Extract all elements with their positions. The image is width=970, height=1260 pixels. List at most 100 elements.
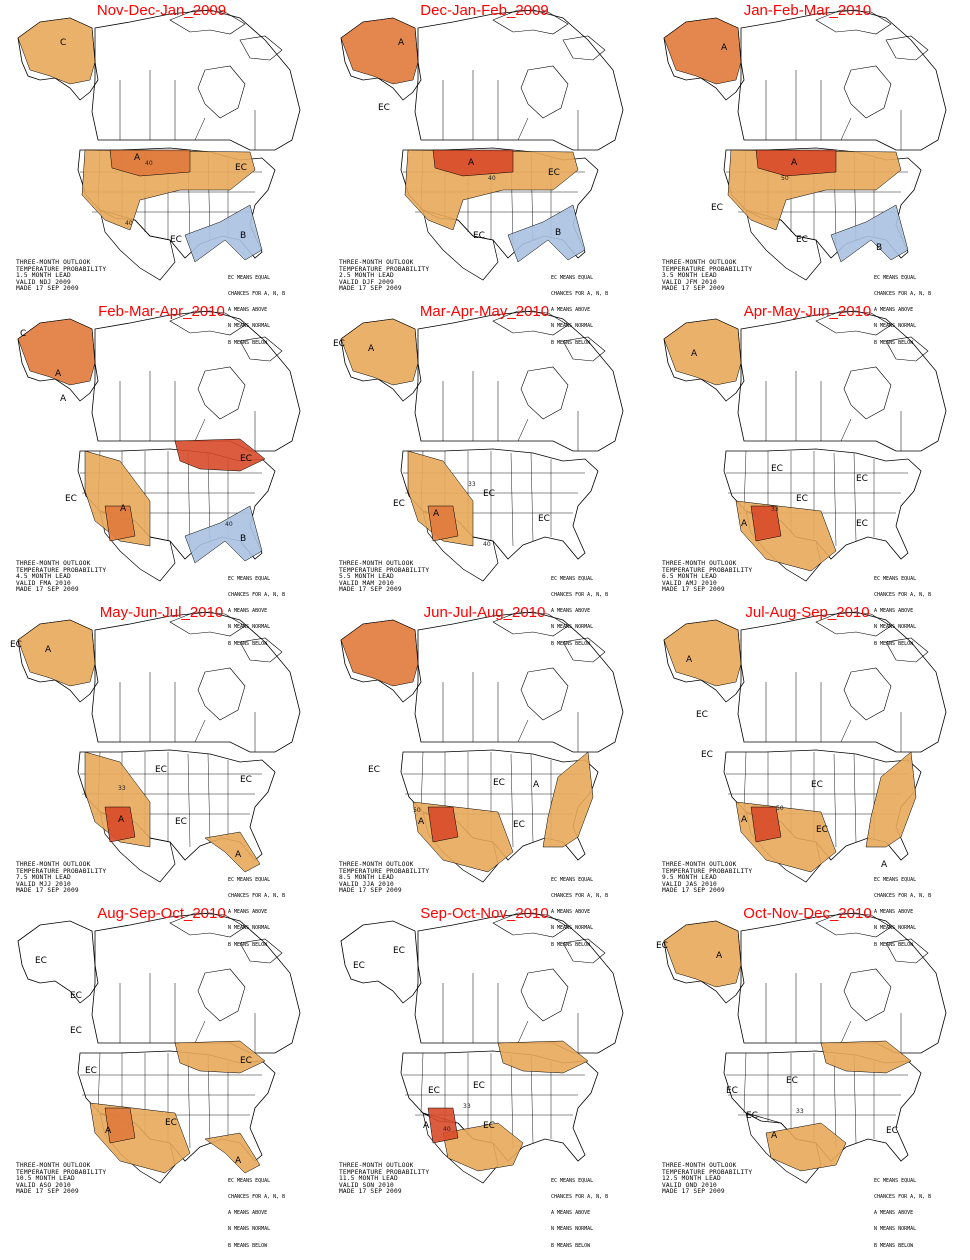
map-label-c: C: [20, 329, 26, 339]
arctic-islands: [815, 9, 929, 61]
map-legend: EC MEANS EQUAL CHANCES FOR A, N, B A MEA…: [874, 867, 931, 959]
map-legend: EC MEANS EQUAL CHANCES FOR A, N, B A MEA…: [874, 1168, 931, 1260]
map-label-ec: EC: [771, 464, 783, 474]
arctic-islands: [492, 310, 606, 362]
legend-below: B MEANS BELOW: [228, 1242, 268, 1249]
footer-line-valid: VALID JJA 2010: [339, 880, 394, 888]
arctic-islands: [815, 310, 929, 362]
hudson-bay: [520, 366, 569, 420]
footer-line-valid: VALID NDJ 2009: [16, 278, 71, 286]
map-label-ec: EC: [368, 765, 380, 775]
legend-normal: N MEANS NORMAL: [874, 323, 917, 330]
legend-chances: CHANCES FOR A, N, B: [228, 291, 286, 298]
province-lines: [442, 973, 579, 1053]
north-america-map: EC A EC EC EC A A 33: [10, 611, 301, 883]
map-label-p50: 50: [781, 175, 789, 182]
legend-above: A MEANS ABOVE: [551, 307, 591, 314]
footer-line-made: MADE 17 SEP 2009: [339, 586, 402, 594]
legend-chances: CHANCES FOR A, N, B: [228, 1194, 286, 1201]
shade-southeast-below: [184, 204, 263, 263]
map-label-a: A: [771, 1131, 778, 1141]
province-lines: [442, 70, 579, 150]
map-label-a: A: [398, 38, 405, 48]
map-labels: EC EC EC EC EC EC A A: [35, 956, 252, 1166]
map-label-ec: EC: [513, 820, 525, 830]
probability-shading: [17, 318, 266, 564]
north-america-map: A EC EC EC EC A A 50: [663, 611, 947, 883]
map-label-ec: EC: [786, 1076, 798, 1086]
map-label-ec: EC: [35, 956, 47, 966]
footer-line-outlook: THREE-MONTH OUTLOOK: [662, 1162, 737, 1169]
map-labels: A EC A B EC EC 40: [378, 38, 561, 241]
map-label-ec: EC: [70, 1026, 82, 1036]
shade-alaska-above_mid: [663, 17, 742, 85]
map-label-p40: 40: [443, 1126, 451, 1133]
outlook-panel-1: EC A B EC C 40 40 Nov-Dec-Jan_2009 THREE-MONTH…: [0, 0, 323, 346]
state-lines: [80, 1052, 262, 1149]
north-america-map: A A B EC EC 50: [663, 9, 947, 281]
legend-ec: EC MEANS EQUAL: [874, 876, 917, 883]
canada-outline: [414, 912, 624, 1054]
probability-shading: [340, 619, 594, 873]
map-labels: A A B EC EC 50: [711, 43, 882, 253]
map-label-ec: EC: [378, 103, 390, 113]
map-label-a: A: [533, 780, 540, 790]
canada-outline: [414, 310, 624, 452]
footer-line-lead: 8.5 MONTH LEAD: [339, 874, 394, 882]
probability-shading: [17, 17, 263, 263]
footer-line-outlook: THREE-MONTH OUTLOOK: [662, 560, 737, 567]
legend-below: B MEANS BELOW: [551, 1242, 591, 1249]
arctic-islands: [169, 611, 283, 663]
legend-normal: N MEANS NORMAL: [874, 624, 917, 631]
map-label-p40: 40: [145, 160, 153, 167]
footer-line-probability: TEMPERATURE PROBABILITY: [16, 265, 107, 273]
map-label-p33: 33: [771, 506, 779, 513]
map-labels: EC EC EC A A 50: [368, 765, 540, 830]
province-lines: [765, 973, 902, 1053]
panel-title: Jun-Jul-Aug_2010: [423, 604, 546, 621]
panel-footer: THREE-MONTH OUTLOOK TEMPERATURE PROBABIL…: [16, 259, 107, 293]
canada-outline: [737, 611, 947, 753]
shade-alaska-above_light: [663, 920, 742, 988]
legend-below: B MEANS BELOW: [228, 339, 268, 346]
shade-greatLakes-above_light: [820, 1040, 912, 1074]
map-label-ec: EC: [65, 494, 77, 504]
probability-shading: [340, 318, 474, 547]
state-lines: [403, 751, 585, 848]
map-label-ec: EC: [711, 203, 723, 213]
map-label-p40: 40: [125, 220, 133, 227]
footer-line-made: MADE 17 SEP 2009: [16, 586, 79, 594]
map-label-ec: EC: [473, 231, 485, 241]
legend-above: A MEANS ABOVE: [228, 909, 268, 916]
map-label-ec: EC: [538, 514, 550, 524]
legend-chances: CHANCES FOR A, N, B: [551, 592, 609, 599]
north-america-map: A C A EC EC A B 40: [17, 310, 301, 582]
map-label-a: A: [741, 519, 748, 529]
shade-westDark-above_dark: [750, 806, 782, 843]
panel-footer: THREE-MONTH OUTLOOK TEMPERATURE PROBABIL…: [339, 560, 429, 594]
shade-alaska-above_mid: [340, 619, 419, 687]
map-label-ec: EC: [856, 519, 868, 529]
footer-line-probability: TEMPERATURE PROBABILITY: [16, 1168, 107, 1176]
footer-line-lead: 5.5 MONTH LEAD: [339, 573, 394, 581]
state-lines: [726, 450, 908, 547]
north-america-map: A EC EC EC EC A 33: [663, 310, 947, 582]
footer-line-probability: TEMPERATURE PROBABILITY: [662, 566, 753, 574]
shade-alaska-above_mid: [17, 318, 96, 386]
map-labels: A C A EC EC A B 40: [20, 329, 252, 544]
panel-footer: THREE-MONTH OUTLOOK TEMPERATURE PROBABIL…: [662, 1162, 752, 1196]
footer-line-made: MADE 17 SEP 2009: [662, 285, 725, 293]
canada-outline: [91, 310, 301, 452]
outlook-panel-5: EC A EC EC A EC 33 40 Mar-Apr-May_2010 THREE-MO…: [323, 301, 646, 647]
map-label-p40: 40: [488, 175, 496, 182]
state-lines: [726, 751, 908, 848]
footer-line-made: MADE 17 SEP 2009: [339, 1188, 402, 1196]
province-lines: [765, 672, 902, 752]
map-label-c: C: [60, 38, 66, 48]
map-label-ec: EC: [85, 1066, 97, 1076]
legend-chances: CHANCES FOR A, N, B: [874, 1194, 932, 1201]
canada-outline: [91, 611, 301, 753]
canada-outline: [737, 310, 947, 452]
footer-line-made: MADE 17 SEP 2009: [16, 285, 79, 293]
map-labels: EC A EC EC EC EC A 33: [656, 941, 898, 1141]
